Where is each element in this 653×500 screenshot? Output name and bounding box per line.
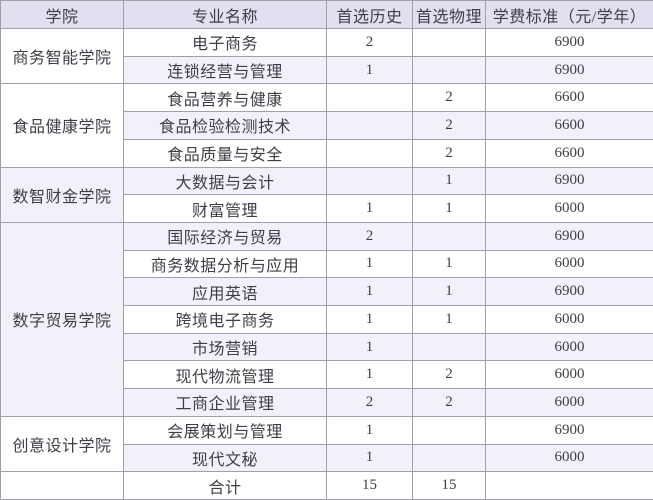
physics-count-cell: 2 bbox=[412, 83, 486, 113]
fee-cell: 6000 bbox=[485, 388, 653, 417]
history-count-cell: 1 bbox=[326, 415, 413, 445]
fee-cell: 6900 bbox=[485, 166, 653, 196]
physics-count-cell bbox=[412, 55, 486, 85]
table-row: 连锁经营与管理 1 6900 bbox=[1, 55, 653, 85]
fee-cell: 6000 bbox=[485, 305, 653, 334]
major-cell: 连锁经营与管理 bbox=[123, 55, 327, 85]
physics-count-cell: 1 bbox=[412, 194, 486, 223]
history-count-cell bbox=[326, 166, 413, 196]
history-count-cell: 1 bbox=[326, 277, 413, 307]
major-cell: 财富管理 bbox=[123, 194, 327, 223]
history-count-cell: 1 bbox=[326, 305, 413, 334]
fee-cell: 6900 bbox=[485, 55, 653, 85]
fee-cell: 6000 bbox=[485, 443, 653, 473]
major-cell: 国际经济与贸易 bbox=[123, 221, 327, 251]
physics-count-cell bbox=[412, 415, 486, 445]
total-history-cell: 15 bbox=[326, 471, 413, 500]
header-college: 学院 bbox=[0, 0, 124, 29]
major-cell: 跨境电子商务 bbox=[123, 305, 327, 334]
header-row: 学院 专业名称 首选历史 首选物理 学费标准（元/学年） bbox=[0, 0, 653, 29]
major-cell: 电子商务 bbox=[123, 28, 327, 57]
fee-cell: 6600 bbox=[485, 138, 653, 168]
major-cell: 会展策划与管理 bbox=[123, 415, 327, 445]
major-cell: 大数据与会计 bbox=[123, 166, 327, 196]
table-row: 商务智能学院 电子商务 2 6900 bbox=[0, 27, 653, 85]
physics-count-cell: 1 bbox=[412, 249, 486, 279]
table-row: 食品检验检测技术 2 6600 bbox=[1, 111, 653, 140]
total-college-cell bbox=[0, 471, 124, 500]
fee-cell: 6900 bbox=[485, 221, 653, 251]
fee-cell: 6900 bbox=[485, 415, 653, 445]
physics-count-cell: 1 bbox=[412, 166, 486, 196]
total-physics-cell: 15 bbox=[412, 471, 486, 500]
physics-count-cell: 2 bbox=[412, 138, 486, 168]
total-fee-cell bbox=[485, 471, 653, 500]
header-physics: 首选物理 bbox=[412, 0, 486, 29]
college-cell: 数智财金学院 bbox=[0, 166, 124, 223]
table-row: 创意设计学院 会展策划与管理 1 6900 bbox=[0, 415, 653, 473]
table-row: 现代文秘 1 6000 bbox=[1, 443, 653, 473]
college-cell: 商务智能学院 bbox=[0, 27, 124, 85]
fee-cell: 6600 bbox=[485, 111, 653, 140]
table-row: 数智财金学院 大数据与会计 1 6900 bbox=[0, 166, 653, 223]
table-row: 工商企业管理 2 2 6000 bbox=[1, 388, 653, 417]
history-count-cell: 1 bbox=[326, 443, 413, 473]
history-count-cell: 2 bbox=[326, 221, 413, 251]
fee-cell: 6000 bbox=[485, 332, 653, 362]
major-cell: 市场营销 bbox=[123, 332, 327, 362]
table-row: 现代物流管理 1 2 6000 bbox=[1, 360, 653, 390]
physics-count-cell: 2 bbox=[412, 388, 486, 417]
history-count-cell: 1 bbox=[326, 332, 413, 362]
table-row: 应用英语 1 1 6900 bbox=[1, 277, 653, 307]
header-major: 专业名称 bbox=[123, 0, 327, 29]
history-count-cell: 2 bbox=[326, 388, 413, 417]
table-row: 数字贸易学院 国际经济与贸易 2 6900 bbox=[0, 221, 653, 417]
fee-cell: 6000 bbox=[485, 194, 653, 223]
physics-count-cell bbox=[412, 443, 486, 473]
physics-count-cell: 2 bbox=[412, 360, 486, 390]
major-cell: 工商企业管理 bbox=[123, 388, 327, 417]
fee-cell: 6000 bbox=[485, 360, 653, 390]
history-count-cell: 1 bbox=[326, 194, 413, 223]
table-row: 市场营销 1 6000 bbox=[1, 332, 653, 362]
major-cell: 食品检验检测技术 bbox=[123, 111, 327, 140]
physics-count-cell bbox=[412, 332, 486, 362]
fee-cell: 6000 bbox=[485, 249, 653, 279]
history-count-cell: 1 bbox=[326, 55, 413, 85]
college-cell: 数字贸易学院 bbox=[0, 221, 124, 417]
fee-cell: 6900 bbox=[485, 28, 653, 57]
major-cell: 现代文秘 bbox=[123, 443, 327, 473]
college-cell: 食品健康学院 bbox=[0, 83, 124, 168]
physics-count-cell bbox=[412, 28, 486, 57]
major-cell: 现代物流管理 bbox=[123, 360, 327, 390]
major-cell: 商务数据分析与应用 bbox=[123, 249, 327, 279]
major-cell: 食品营养与健康 bbox=[123, 83, 327, 113]
major-cell: 应用英语 bbox=[123, 277, 327, 307]
history-count-cell bbox=[326, 138, 413, 168]
table-row: 商务数据分析与应用 1 1 6000 bbox=[1, 249, 653, 279]
fee-cell: 6900 bbox=[485, 277, 653, 307]
history-count-cell: 2 bbox=[326, 28, 413, 57]
physics-count-cell: 1 bbox=[412, 277, 486, 307]
physics-count-cell: 2 bbox=[412, 111, 486, 140]
header-history: 首选历史 bbox=[326, 0, 413, 29]
fee-cell: 6600 bbox=[485, 83, 653, 113]
history-count-cell bbox=[326, 83, 413, 113]
physics-count-cell: 1 bbox=[412, 305, 486, 334]
table-row: 跨境电子商务 1 1 6000 bbox=[1, 305, 653, 334]
major-cell: 食品质量与安全 bbox=[123, 138, 327, 168]
history-count-cell: 1 bbox=[326, 249, 413, 279]
total-label-cell: 合计 bbox=[123, 471, 327, 500]
history-count-cell: 1 bbox=[326, 360, 413, 390]
table-row: 食品健康学院 食品营养与健康 2 6600 bbox=[0, 83, 653, 168]
history-count-cell bbox=[326, 111, 413, 140]
header-fee: 学费标准（元/学年） bbox=[485, 0, 653, 29]
college-cell: 创意设计学院 bbox=[0, 415, 124, 473]
total-row: 合计 15 15 bbox=[0, 471, 653, 500]
table-row: 食品质量与安全 2 6600 bbox=[1, 138, 653, 168]
table-body: 商务智能学院 电子商务 2 6900 连锁经营与管理 1 6900 食品健康学院 食品营养与健康… bbox=[0, 27, 653, 500]
physics-count-cell bbox=[412, 221, 486, 251]
